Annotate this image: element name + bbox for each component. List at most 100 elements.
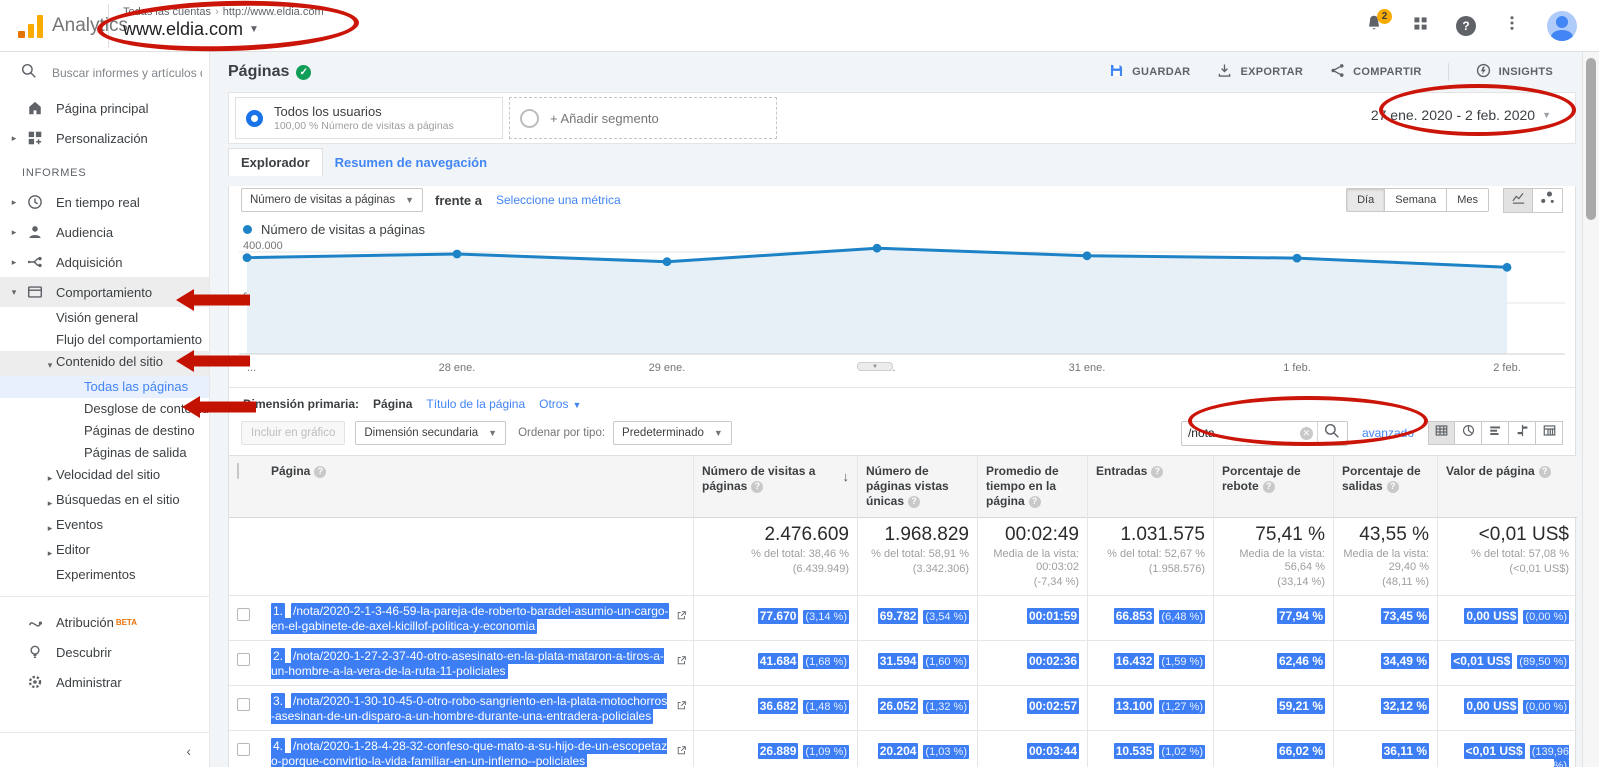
sidebar-item-audiencia[interactable]: ▸ Audiencia	[0, 217, 209, 247]
help-icon[interactable]: ?	[1538, 465, 1551, 478]
table-search-input[interactable]	[1181, 426, 1300, 440]
performance-view-button[interactable]	[1482, 421, 1509, 445]
row-checkbox[interactable]	[237, 743, 250, 756]
header-checkbox[interactable]	[237, 463, 239, 479]
sidebar-item-experimentos[interactable]: Experimentos	[0, 564, 209, 586]
sidebar-item-editor[interactable]: ▸ Editor	[0, 539, 209, 564]
add-segment-button[interactable]: + Añadir segmento	[509, 97, 777, 139]
account-switcher[interactable]: Todas las cuentas › http://www.eldia.com w…	[108, 3, 324, 48]
column-header-numero-de-paginas-vistas-unicas[interactable]: Número de páginas vistas únicas?	[857, 456, 977, 518]
pivot-view-button[interactable]	[1536, 421, 1563, 445]
column-header-entradas[interactable]: Entradas?	[1087, 456, 1213, 518]
sidebar-item-contenido-del-sitio[interactable]: ▾ Contenido del sitio	[0, 351, 209, 376]
analytics-logo[interactable]: Analytics	[0, 14, 128, 38]
line-chart-toggle-button[interactable]	[1503, 187, 1533, 213]
exportar-button[interactable]: EXPORTAR	[1216, 62, 1303, 82]
help-icon[interactable]: ?	[1386, 480, 1399, 493]
dimension-pagina[interactable]: Página	[373, 397, 413, 411]
apps-grid-button[interactable]	[1409, 15, 1431, 37]
granularity-semana[interactable]: Semana	[1385, 188, 1448, 212]
table-search-button[interactable]	[1316, 421, 1347, 445]
page-url-link[interactable]: /nota/2020-2-1-3-46-59-la-pareja-de-robe…	[271, 603, 669, 634]
row-checkbox[interactable]	[237, 698, 250, 711]
help-icon[interactable]: ?	[314, 465, 327, 478]
chart-data-point[interactable]	[1082, 251, 1092, 261]
sidebar-item-pagina-principal[interactable]: Página principal	[0, 93, 209, 123]
user-avatar[interactable]	[1547, 10, 1577, 41]
insights-button[interactable]: INSIGHTS	[1475, 62, 1553, 82]
secondary-dimension-dropdown[interactable]: Dimensión secundaria ▼	[355, 421, 507, 445]
column-header-porcentaje-de-rebote[interactable]: Porcentaje de rebote?	[1213, 456, 1333, 518]
sidebar-item-flujo-del-comportamiento[interactable]: Flujo del comportamiento	[0, 329, 209, 351]
tab-explorador[interactable]: Explorador	[228, 148, 323, 176]
sidebar-item-paginas-de-salida[interactable]: Páginas de salida	[0, 442, 209, 464]
tab-resumen-navegacion[interactable]: Resumen de navegación	[334, 155, 488, 170]
pageviews-chart[interactable]: 400.000200.000...28 ene.29 ene.30 ene.31…	[239, 240, 1565, 381]
chart-timeline-handle[interactable]: ▼	[857, 362, 893, 371]
metric-selector-dropdown[interactable]: Número de visitas a páginas ▼	[241, 188, 424, 212]
sidebar-item-adquisicion[interactable]: ▸ Adquisición	[0, 247, 209, 277]
page-url-link[interactable]: /nota/2020-1-27-2-37-40-otro-asesinato-e…	[271, 648, 664, 679]
sidebar-item-atribucion[interactable]: Atribución BETA	[0, 607, 209, 637]
dimension-otros[interactable]: Otros ▼	[539, 397, 582, 411]
sidebar-item-velocidad-del-sitio[interactable]: ▸ Velocidad del sitio	[0, 464, 209, 489]
sidebar-item-comportamiento[interactable]: ▾ Comportamiento	[0, 277, 209, 307]
sidebar-search[interactable]	[0, 52, 209, 93]
granularity-mes[interactable]: Mes	[1447, 188, 1489, 212]
scrollbar-thumb[interactable]	[1586, 58, 1596, 220]
page-url-link[interactable]: /nota/2020-1-28-4-28-32-confeso-que-mato…	[271, 738, 668, 767]
overflow-menu-button[interactable]	[1501, 15, 1523, 37]
sidebar-item-administrar[interactable]: Administrar	[0, 667, 209, 697]
sort-desc-icon[interactable]: ↓	[842, 469, 850, 484]
table-view-button[interactable]	[1428, 421, 1455, 445]
row-checkbox[interactable]	[237, 653, 250, 666]
breadcrumb-site[interactable]: http://www.eldia.com	[222, 5, 324, 18]
breadcrumb-root[interactable]: Todas las cuentas	[123, 5, 212, 18]
help-icon[interactable]: ?	[1028, 495, 1041, 508]
sidebar-item-en-tiempo-real[interactable]: ▸ En tiempo real	[0, 187, 209, 217]
help-icon[interactable]: ?	[908, 495, 921, 508]
compartir-button[interactable]: COMPARTIR	[1329, 62, 1422, 82]
chart-data-point[interactable]	[872, 243, 882, 253]
date-range-picker[interactable]: 27 ene. 2020 - 2 feb. 2020 ▼	[1371, 107, 1551, 123]
sidebar-item-eventos[interactable]: ▸ Eventos	[0, 514, 209, 539]
sort-type-dropdown[interactable]: Predeterminado ▼	[613, 421, 732, 445]
guardar-button[interactable]: GUARDAR	[1108, 62, 1190, 82]
comparison-view-button[interactable]	[1509, 421, 1536, 445]
column-header-numero-de-visitas-a-paginas[interactable]: Número de visitas a páginas? ↓	[693, 456, 857, 518]
column-header-valor-de-pagina[interactable]: Valor de página?	[1437, 456, 1577, 518]
percentage-view-button[interactable]	[1455, 421, 1482, 445]
sidebar-item-descubrir[interactable]: Descubrir	[0, 637, 209, 667]
external-link-icon[interactable]	[676, 655, 687, 669]
segment-all-users[interactable]: Todos los usuarios 100,00 % Número de vi…	[235, 97, 503, 139]
row-checkbox[interactable]	[237, 608, 250, 621]
account-title[interactable]: www.eldia.com	[123, 18, 244, 39]
sidebar-item-vision-general[interactable]: Visión general	[0, 307, 209, 329]
column-header-porcentaje-de-salidas[interactable]: Porcentaje de salidas?	[1333, 456, 1437, 518]
sidebar-item-desglose-de-contenido[interactable]: Desglose de contenido	[0, 398, 216, 420]
help-button[interactable]: ?	[1455, 15, 1477, 37]
help-icon[interactable]: ?	[1151, 465, 1164, 478]
chart-data-point[interactable]	[662, 257, 672, 267]
column-header-pagina[interactable]: Página?	[263, 456, 693, 518]
help-icon[interactable]: ?	[751, 480, 764, 493]
sidebar-collapse-button[interactable]: ‹	[186, 743, 191, 759]
sidebar-item-busquedas-en-el-sitio[interactable]: ▸ Búsquedas en el sitio	[0, 489, 209, 514]
sidebar-item-todas-las-paginas[interactable]: Todas las páginas	[0, 376, 209, 398]
search-input[interactable]	[52, 65, 202, 80]
external-link-icon[interactable]	[676, 700, 687, 714]
vertical-scrollbar[interactable]	[1582, 52, 1599, 767]
column-header-promedio-de-tiempo-en-la-pagina[interactable]: Promedio de tiempo en la página?	[977, 456, 1087, 518]
page-url-link[interactable]: /nota/2020-1-30-10-45-0-otro-robo-sangri…	[271, 693, 668, 724]
clear-search-icon[interactable]: ✕	[1299, 426, 1313, 440]
granularity-dia[interactable]: Día	[1346, 188, 1386, 212]
include-in-chart-button[interactable]: Incluir en gráfico	[241, 421, 346, 445]
help-icon[interactable]: ?	[1262, 480, 1275, 493]
chart-data-point[interactable]	[452, 249, 462, 259]
external-link-icon[interactable]	[676, 610, 687, 624]
chart-data-point[interactable]	[242, 253, 252, 262]
sidebar-item-paginas-de-destino[interactable]: Páginas de destino	[0, 420, 209, 442]
external-link-icon[interactable]	[676, 745, 687, 759]
select-metric-link[interactable]: Seleccione una métrica	[496, 193, 621, 207]
advanced-search-link[interactable]: avanzado	[1361, 426, 1414, 440]
